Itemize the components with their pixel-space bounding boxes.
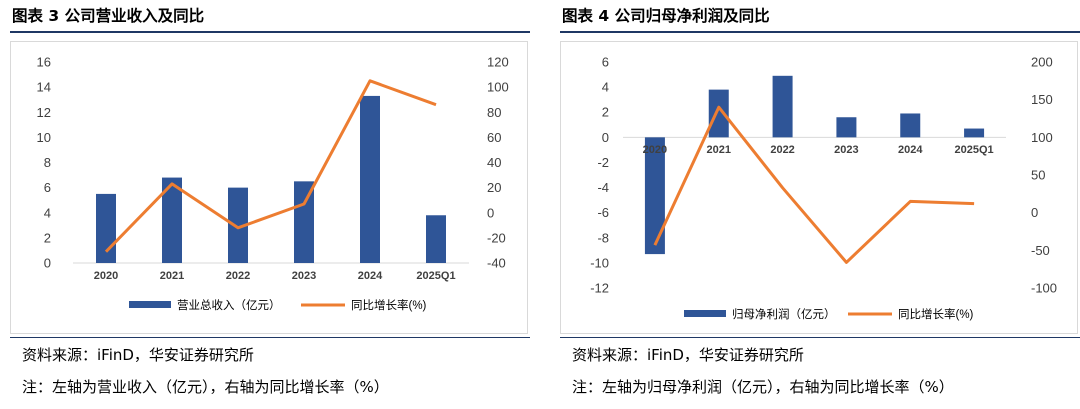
- left-axis-tick-label: 4: [44, 205, 51, 220]
- growth-rate-line: [104, 79, 437, 253]
- x-tick-label: 2024: [898, 144, 923, 156]
- footer-rule: [10, 337, 530, 338]
- right-axis-tick-label: 100: [1031, 130, 1053, 145]
- left-axis-tick-label: -2: [597, 155, 609, 170]
- left-axis-tick-label: 2: [44, 230, 51, 245]
- chart-frame: 0 2 4 6 8 10 12 14 16 -40 -20 0 20 40 60 80 100 120 2020 20…: [10, 41, 528, 334]
- left-axis-tick-label: -12: [590, 281, 609, 296]
- figure-title: 图表 4 公司归母净利润及同比: [562, 7, 770, 25]
- bar: [964, 128, 985, 138]
- legend-label-line: 同比增长率(%): [898, 307, 974, 321]
- right-axis-tick-label: -100: [1031, 281, 1057, 296]
- right-axis-tick-label: 20: [487, 180, 501, 195]
- revenue-chart: 0 2 4 6 8 10 12 14 16 -40 -20 0 20 40 60 80 100 120 2020 20…: [37, 55, 509, 313]
- bar: [708, 89, 729, 138]
- left-axis-tick-label: 14: [37, 80, 51, 95]
- left-axis-tick-label: 2: [602, 105, 609, 120]
- bar: [772, 75, 793, 138]
- left-axis-tick-label: 0: [44, 256, 51, 271]
- legend-label-bar: 归母净利润（亿元）: [732, 307, 836, 321]
- left-axis-tick-label: 0: [602, 130, 609, 145]
- left-axis-tick-label: 10: [37, 130, 51, 145]
- legend-label-bar: 营业总收入（亿元）: [177, 298, 281, 312]
- note-text: 注：左轴为营业收入（亿元），右轴为同比增长率（%）: [22, 378, 389, 396]
- left-axis-tick-label: -6: [597, 205, 609, 220]
- bar: [836, 117, 857, 138]
- bar: [426, 215, 446, 263]
- left-axis-tick-label: 4: [602, 80, 609, 95]
- right-axis-tick-label: -20: [487, 230, 506, 245]
- x-tick-label: 2022: [770, 144, 794, 156]
- left-axis-tick-label: 12: [37, 105, 51, 120]
- right-axis-tick-label: 60: [487, 130, 501, 145]
- x-tick-label: 2025Q1: [416, 270, 455, 282]
- footer-rule: [560, 337, 1080, 338]
- x-tick-label: 2021: [707, 144, 731, 156]
- source-text: 资料来源：iFinD，华安证券研究所: [572, 346, 804, 364]
- legend-label-line: 同比增长率(%): [351, 298, 427, 312]
- x-tick-label: 2020: [643, 144, 667, 156]
- right-axis-tick-label: 150: [1031, 92, 1053, 107]
- right-axis-tick-label: 100: [487, 80, 509, 95]
- note-text: 注：左轴为归母净利润（亿元），右轴为同比增长率（%）: [572, 378, 954, 396]
- right-axis-tick-label: 40: [487, 155, 501, 170]
- x-tick-label: 2023: [834, 144, 858, 156]
- right-axis-tick-label: 0: [487, 205, 494, 220]
- left-axis-tick-label: 16: [37, 55, 51, 70]
- right-axis-tick-label: 200: [1031, 55, 1053, 70]
- bar: [294, 181, 314, 263]
- left-axis-tick-label: -10: [590, 255, 609, 270]
- right-axis-tick-label: 80: [487, 105, 501, 120]
- left-axis-tick-label: -4: [597, 180, 609, 195]
- left-axis-tick-label: 8: [44, 155, 51, 170]
- figure-title: 图表 3 公司营业收入及同比: [12, 7, 205, 25]
- chart-frame: -12 -10 -8 -6 -4 -2 0 2 4 6 -100 -50 0 50 100 150 200 202…: [560, 41, 1078, 334]
- bar: [360, 95, 380, 263]
- bar: [162, 177, 182, 263]
- left-axis-tick-label: -8: [597, 230, 609, 245]
- bar: [96, 193, 116, 263]
- growth-rate-line: [653, 105, 975, 264]
- net-profit-chart: -12 -10 -8 -6 -4 -2 0 2 4 6 -100 -50 0 50 100 150 200 202…: [590, 55, 1057, 322]
- right-axis-tick-label: -40: [487, 256, 506, 271]
- x-tick-label: 2024: [358, 270, 383, 282]
- legend-swatch-bar: [129, 301, 171, 308]
- bar: [900, 113, 921, 138]
- title-rule: [10, 31, 530, 33]
- right-axis-tick-label: 120: [487, 55, 509, 70]
- left-axis-tick-label: 6: [44, 180, 51, 195]
- x-tick-label: 2022: [226, 270, 250, 282]
- x-tick-label: 2021: [160, 270, 184, 282]
- bar: [228, 187, 248, 263]
- right-axis-tick-label: -50: [1031, 243, 1050, 258]
- title-rule: [560, 31, 1080, 33]
- right-axis-tick-label: 0: [1031, 205, 1038, 220]
- x-tick-label: 2020: [94, 270, 118, 282]
- chart-panel-net-profit: 图表 4 公司归母净利润及同比 -12 -10 -8 -6 -4 -2 0 2 4 6 -100 -5…: [550, 0, 1080, 409]
- bar: [644, 137, 665, 255]
- right-axis-tick-label: 50: [1031, 168, 1045, 183]
- x-tick-label: 2023: [292, 270, 316, 282]
- legend-swatch-bar: [684, 310, 726, 317]
- chart-panel-revenue: 图表 3 公司营业收入及同比 0 2 4 6 8 10 12 14 16 -40 -20 0 20 40 6…: [0, 0, 530, 409]
- source-text: 资料来源：iFinD，华安证券研究所: [22, 346, 254, 364]
- x-tick-label: 2025Q1: [955, 144, 994, 156]
- left-axis-tick-label: 6: [602, 55, 609, 70]
